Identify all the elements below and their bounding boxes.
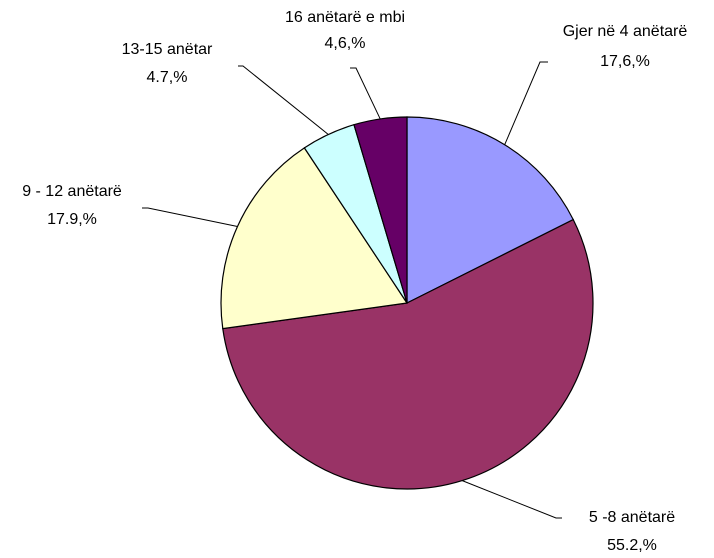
leader-line: [238, 65, 329, 135]
leader-line: [350, 67, 381, 120]
slice-label: Gjer në 4 anëtarë: [563, 23, 688, 40]
slice-label: 13-15 anëtar: [122, 41, 213, 58]
pie-slice: [353, 116, 408, 304]
slice-label: 16 anëtarë e mbi: [285, 9, 405, 26]
slice-value-label: 17.9,%: [47, 211, 97, 228]
pie-slice: [220, 147, 409, 330]
pie-slice: [222, 218, 594, 490]
leader-line: [142, 207, 238, 227]
pie-slice: [406, 116, 575, 304]
slice-label: 5 -8 anëtarë: [589, 509, 675, 526]
slice-value-label: 55.2,%: [607, 537, 657, 554]
slice-value-label: 17,6,%: [600, 53, 650, 70]
slice-value-label: 4.7,%: [147, 69, 188, 86]
slice-value-label: 4,6,%: [325, 35, 366, 52]
leader-line: [504, 61, 548, 145]
leader-line: [462, 480, 562, 519]
slice-label: 9 - 12 anëtarë: [22, 183, 122, 200]
